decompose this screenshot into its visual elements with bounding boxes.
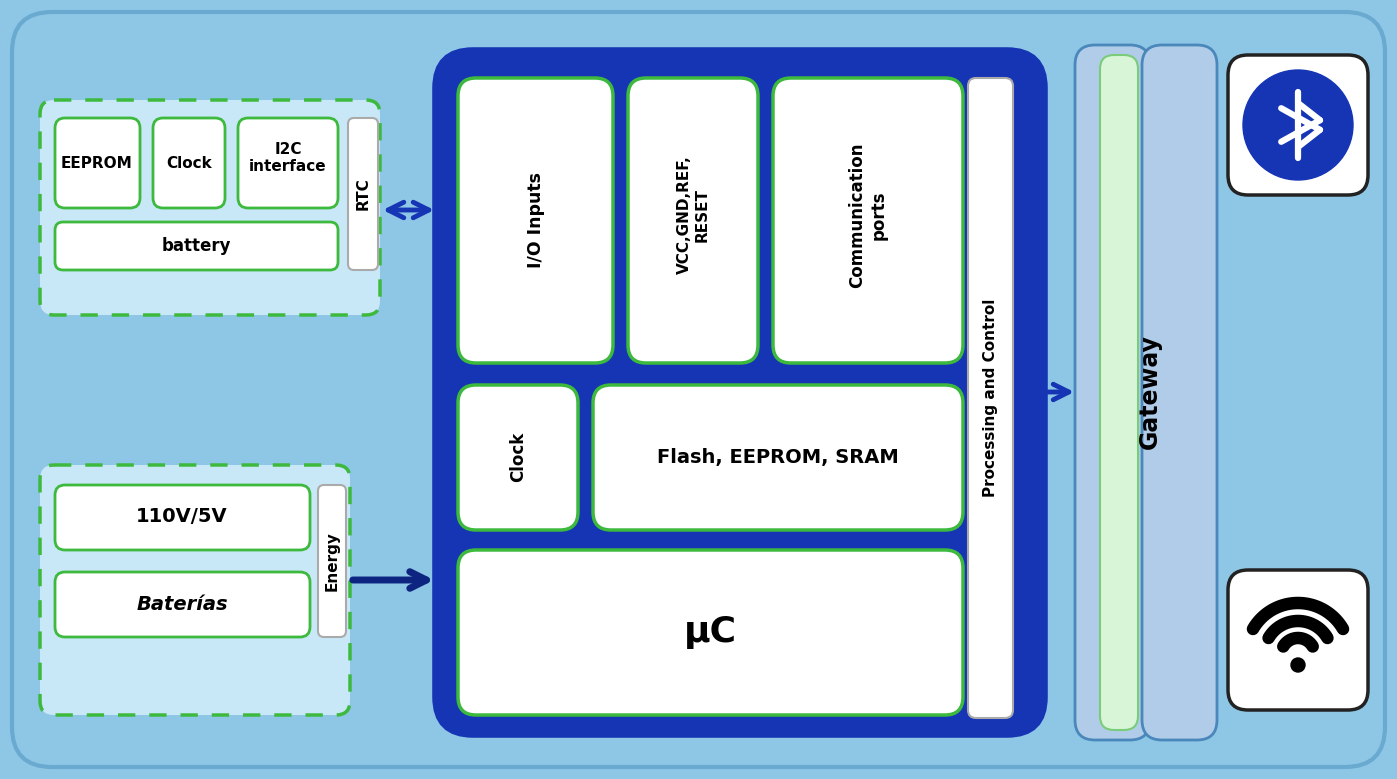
Text: Flash, EEPROM, SRAM: Flash, EEPROM, SRAM bbox=[657, 447, 898, 467]
Text: I2C
interface: I2C interface bbox=[249, 142, 327, 174]
FancyBboxPatch shape bbox=[13, 12, 1384, 767]
FancyBboxPatch shape bbox=[319, 485, 346, 637]
FancyBboxPatch shape bbox=[458, 78, 613, 363]
Text: battery: battery bbox=[161, 237, 231, 255]
FancyBboxPatch shape bbox=[1228, 55, 1368, 195]
FancyBboxPatch shape bbox=[968, 78, 1013, 718]
FancyBboxPatch shape bbox=[54, 222, 338, 270]
FancyBboxPatch shape bbox=[41, 100, 380, 315]
FancyBboxPatch shape bbox=[458, 550, 963, 715]
Text: EEPROM: EEPROM bbox=[61, 156, 133, 171]
FancyBboxPatch shape bbox=[1228, 570, 1368, 710]
Text: Clock: Clock bbox=[509, 432, 527, 482]
Circle shape bbox=[1291, 658, 1305, 672]
FancyBboxPatch shape bbox=[154, 118, 225, 208]
Circle shape bbox=[1243, 70, 1354, 180]
FancyBboxPatch shape bbox=[629, 78, 759, 363]
FancyBboxPatch shape bbox=[348, 118, 379, 270]
FancyBboxPatch shape bbox=[54, 572, 310, 637]
Text: RTC: RTC bbox=[355, 178, 370, 210]
FancyBboxPatch shape bbox=[434, 50, 1045, 735]
FancyBboxPatch shape bbox=[1099, 55, 1139, 730]
Text: Baterías: Baterías bbox=[136, 595, 228, 615]
Text: Gateway: Gateway bbox=[1139, 334, 1162, 449]
Text: VCC,GND,REF,
RESET: VCC,GND,REF, RESET bbox=[676, 156, 710, 274]
FancyBboxPatch shape bbox=[592, 385, 963, 530]
Text: Processing and Control: Processing and Control bbox=[982, 299, 997, 497]
Text: 110V/5V: 110V/5V bbox=[136, 507, 228, 527]
Text: Clock: Clock bbox=[166, 156, 212, 171]
FancyBboxPatch shape bbox=[237, 118, 338, 208]
FancyBboxPatch shape bbox=[458, 385, 578, 530]
Text: Communication
ports: Communication ports bbox=[848, 143, 887, 287]
FancyBboxPatch shape bbox=[1076, 45, 1150, 740]
FancyBboxPatch shape bbox=[1141, 45, 1217, 740]
Text: Energy: Energy bbox=[324, 531, 339, 591]
Text: I/O Inputs: I/O Inputs bbox=[527, 172, 545, 268]
FancyBboxPatch shape bbox=[41, 465, 351, 715]
FancyBboxPatch shape bbox=[773, 78, 963, 363]
Text: µC: µC bbox=[683, 615, 736, 649]
FancyBboxPatch shape bbox=[54, 485, 310, 550]
FancyBboxPatch shape bbox=[54, 118, 140, 208]
